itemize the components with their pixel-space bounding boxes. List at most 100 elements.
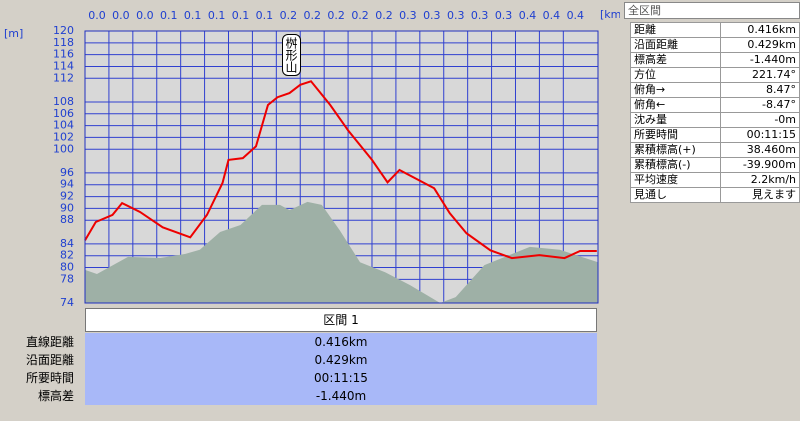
y-tick-label: 84 (60, 237, 74, 250)
segment-row: 直線距離 0.416km (0, 333, 598, 351)
y-unit: [m] (4, 27, 23, 40)
summary-label: 方位 (629, 67, 722, 83)
x-tick-label: 0.4 (519, 9, 537, 22)
x-tick-label: 0.3 (423, 9, 441, 22)
summary-label: 所要時間 (629, 127, 722, 143)
y-tick-label: 106 (53, 107, 74, 120)
summary-value: 2.2km/h (720, 172, 800, 188)
summary-value: 0.429km (720, 37, 800, 53)
summary-value: 221.74° (720, 67, 800, 83)
y-tick-label: 102 (53, 130, 74, 143)
summary-label: 沿面距離 (629, 37, 722, 53)
summary-row: 所要時間 00:11:15 (629, 127, 800, 143)
x-unit: [km] (600, 8, 620, 21)
summary-row: 平均速度 2.2km/h (629, 172, 800, 188)
summary-row: 累積標高(-) -39.900m (629, 157, 800, 173)
y-tick-label: 96 (60, 166, 74, 179)
summary-label: 俯角← (629, 97, 722, 113)
y-tick-label: 114 (53, 59, 74, 72)
summary-value: -0m (720, 112, 800, 128)
summary-row: 沿面距離 0.429km (629, 37, 800, 53)
summary-label: 俯角→ (629, 82, 722, 98)
x-tick-label: 0.2 (375, 9, 393, 22)
summary-label: 累積標高(-) (629, 157, 722, 173)
segment-label: 標高差 (37, 389, 74, 403)
annotation: 桝形山 (282, 34, 301, 76)
x-tick-label: 0.1 (232, 9, 250, 22)
x-tick-label: 0.0 (112, 9, 130, 22)
y-tick-label: 100 (53, 142, 74, 155)
summary-table: 距離 0.416km 沿面距離 0.429km 標高差 -1.440m 方位 221.74° 俯… (629, 22, 800, 203)
summary-value: -8.47° (720, 97, 800, 113)
x-tick-label: 0.3 (399, 9, 417, 22)
profile-line (84, 80, 597, 260)
x-tick-label: 0.2 (351, 9, 369, 22)
terrain-area (85, 201, 598, 303)
summary-row: 距離 0.416km (629, 22, 800, 38)
segment-row: 所要時間 00:11:15 (0, 369, 598, 387)
segment-value: -1.440m (85, 387, 597, 405)
summary-value: 38.460m (720, 142, 800, 158)
summary-value: 8.47° (720, 82, 800, 98)
segment-row: 沿面距離 0.429km (0, 351, 598, 369)
x-tick-label: 0.0 (88, 9, 106, 22)
plot-border (84, 30, 599, 304)
x-tick-label: 0.4 (543, 9, 561, 22)
y-tick-label: 112 (53, 71, 74, 84)
y-tick-label: 104 (53, 119, 74, 132)
summary-value: 見えます (720, 187, 800, 203)
x-tick-label: 0.1 (208, 9, 226, 22)
y-tick-label: 82 (60, 249, 74, 262)
segment-label: 所要時間 (25, 371, 74, 385)
summary-row: 俯角→ 8.47° (629, 82, 800, 98)
summary-label: 距離 (629, 22, 722, 38)
y-tick-label: 118 (53, 36, 74, 49)
x-tick-label: 0.3 (471, 9, 489, 22)
segment-title[interactable]: 区間 1 (85, 308, 597, 332)
summary-panel: 全区間 距離 0.416km 沿面距離 0.429km 標高差 -1.440m 方位 221.… (624, 2, 800, 203)
y-tick-label: 88 (60, 213, 74, 226)
segment-value: 0.416km (85, 333, 597, 351)
y-tick-label: 74 (60, 296, 74, 306)
x-tick-label: 0.3 (495, 9, 513, 22)
segment-value: 00:11:15 (85, 369, 597, 387)
summary-value: -39.900m (720, 157, 800, 173)
x-tick-label: 0.1 (160, 9, 178, 22)
x-tick-label: 0.2 (280, 9, 298, 22)
summary-label: 沈み量 (629, 112, 722, 128)
x-tick-label: 0.1 (184, 9, 202, 22)
x-tick-label: 0.2 (327, 9, 345, 22)
summary-value: -1.440m (720, 52, 800, 68)
summary-value: 0.416km (720, 22, 800, 38)
summary-title: 全区間 (624, 2, 800, 19)
segment-label: 沿面距離 (25, 353, 74, 367)
y-tick-label: 116 (53, 48, 74, 61)
x-tick-label: 0.4 (567, 9, 585, 22)
x-tick-label: 0.0 (136, 9, 154, 22)
summary-row: 沈み量 -0m (629, 112, 800, 128)
summary-row: 標高差 -1.440m (629, 52, 800, 68)
summary-label: 標高差 (629, 52, 722, 68)
summary-value: 00:11:15 (720, 127, 800, 143)
summary-row: 俯角← -8.47° (629, 97, 800, 113)
y-tick-label: 120 (53, 24, 74, 37)
chart: [m] [km] 7478808284889092949610010210410… (4, 8, 620, 306)
segment-label: 直線距離 (25, 335, 74, 349)
y-tick-label: 92 (60, 190, 74, 203)
y-tick-label: 90 (60, 201, 74, 214)
x-tick-label: 0.3 (447, 9, 465, 22)
segment-value: 0.429km (85, 351, 597, 369)
summary-label: 平均速度 (629, 172, 722, 188)
x-tick-label: 0.2 (303, 9, 321, 22)
y-tick-label: 78 (60, 272, 74, 285)
summary-row: 累積標高(+) 38.460m (629, 142, 800, 158)
y-tick-label: 80 (60, 261, 74, 274)
summary-label: 見通し (629, 187, 722, 203)
y-tick-label: 108 (53, 95, 74, 108)
segment-row: 標高差 -1.440m (0, 387, 598, 405)
summary-row: 見通し 見えます (629, 187, 800, 203)
y-tick-label: 94 (60, 178, 74, 191)
summary-label: 累積標高(+) (629, 142, 722, 158)
summary-row: 方位 221.74° (629, 67, 800, 83)
